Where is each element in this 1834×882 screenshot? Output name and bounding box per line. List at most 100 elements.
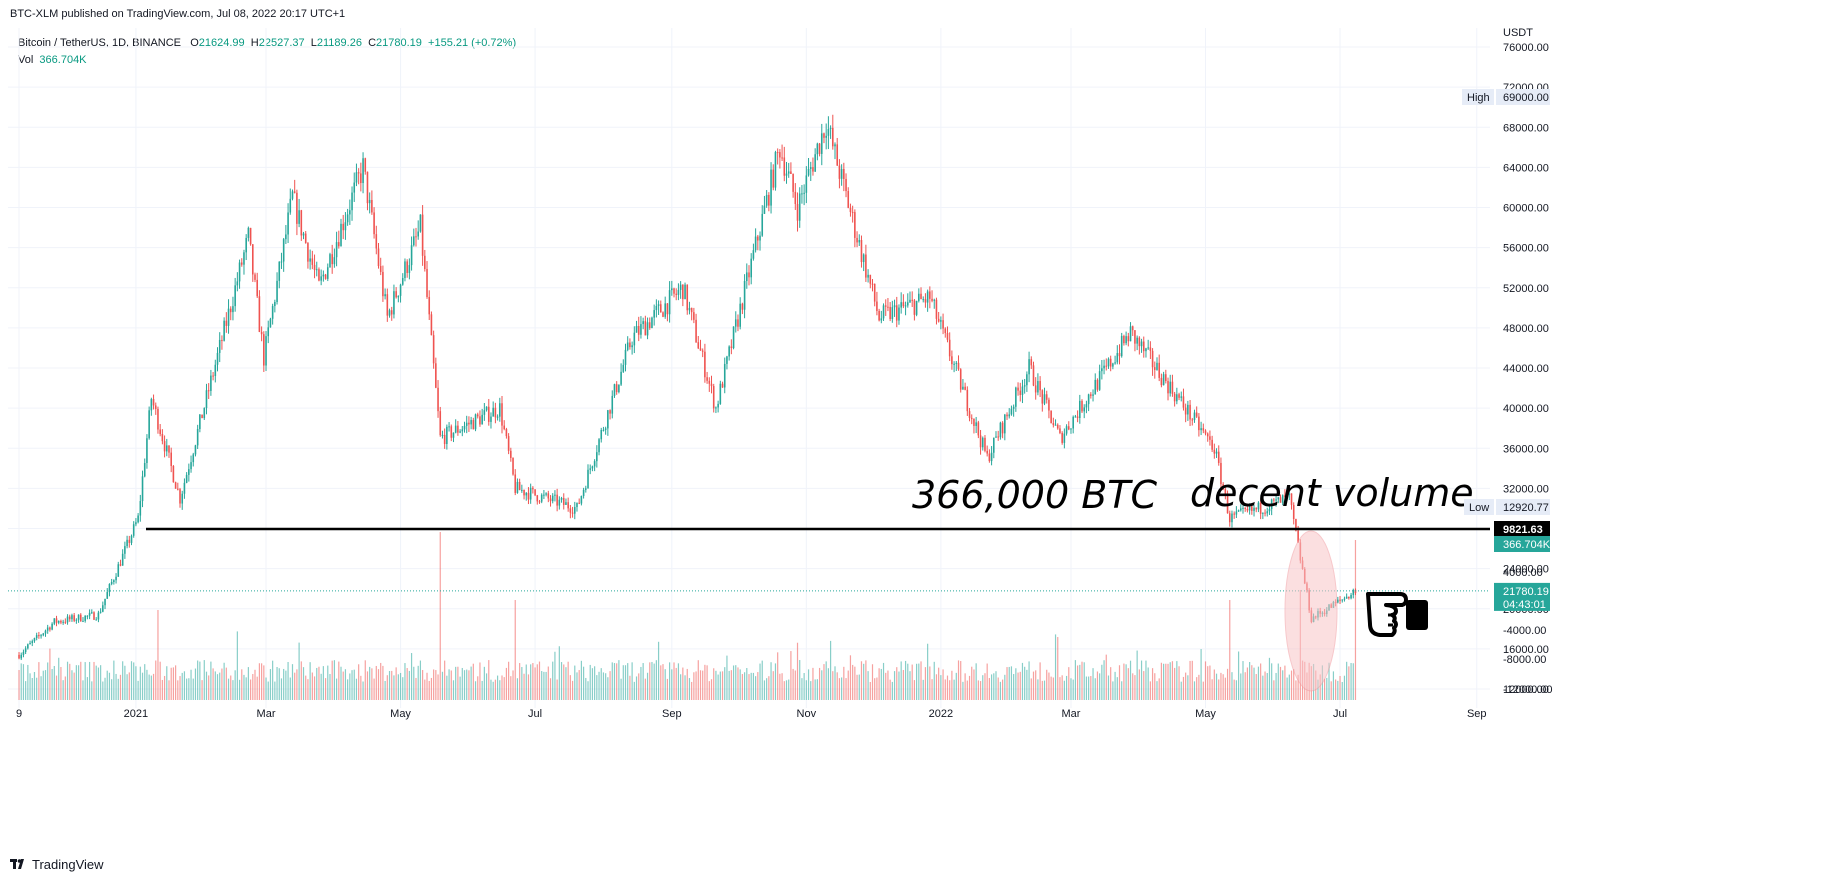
candle-body bbox=[1224, 489, 1227, 494]
volume-bar bbox=[927, 643, 929, 700]
volume-bar bbox=[27, 664, 29, 700]
candle-body bbox=[465, 422, 468, 426]
candle-body bbox=[223, 320, 225, 341]
candle-body bbox=[393, 291, 395, 315]
volume-bar bbox=[1002, 679, 1004, 700]
candle-body bbox=[911, 299, 913, 301]
candle-body bbox=[1189, 404, 1191, 420]
candle-body bbox=[1339, 599, 1341, 601]
volume-bar bbox=[492, 681, 494, 700]
candle-body bbox=[143, 463, 146, 477]
volume-bar bbox=[1182, 676, 1185, 700]
volume-bar bbox=[1035, 670, 1037, 700]
volume-bar bbox=[971, 666, 973, 700]
volume-bar bbox=[382, 665, 384, 700]
volume-bar bbox=[955, 672, 957, 700]
highlight-ellipse[interactable] bbox=[1284, 530, 1338, 692]
volume-bar bbox=[1354, 540, 1357, 700]
candle-body bbox=[673, 288, 675, 294]
candle-body bbox=[576, 502, 578, 508]
candle-body bbox=[267, 327, 270, 337]
annotation-volume-note[interactable]: decent volume bbox=[1190, 471, 1474, 515]
candle-body bbox=[631, 345, 633, 348]
volume-bar bbox=[827, 668, 829, 700]
candle-body bbox=[293, 191, 296, 193]
volume-bar bbox=[64, 676, 66, 700]
candle-body bbox=[730, 346, 733, 349]
candle-body bbox=[1017, 387, 1019, 391]
candle-body bbox=[549, 498, 552, 502]
candle-body bbox=[415, 236, 417, 238]
candle-body bbox=[1090, 394, 1092, 396]
candle-body bbox=[128, 539, 131, 543]
candle-body bbox=[1085, 404, 1088, 408]
candle-body bbox=[787, 171, 790, 174]
pointing-hand-icon[interactable] bbox=[1366, 592, 1428, 637]
candle-body bbox=[516, 481, 519, 493]
candle-body bbox=[926, 291, 929, 303]
candle-body bbox=[382, 271, 384, 297]
volume-bar bbox=[1118, 665, 1121, 700]
candle-body bbox=[1103, 365, 1105, 369]
tradingview-logo[interactable]: TradingView bbox=[10, 857, 104, 872]
volume-bar bbox=[693, 672, 695, 700]
volume-bar bbox=[1039, 662, 1041, 700]
volume-bar bbox=[203, 660, 205, 700]
candle-body bbox=[591, 466, 594, 469]
volume-bar bbox=[825, 661, 827, 700]
high-label: H bbox=[250, 37, 259, 49]
candle-body bbox=[278, 261, 281, 281]
volume-bar bbox=[31, 678, 33, 700]
candle-body bbox=[457, 425, 459, 433]
candle-body bbox=[351, 192, 353, 211]
candle-body bbox=[225, 320, 228, 326]
candle-body bbox=[192, 454, 195, 463]
volume-bar bbox=[699, 670, 702, 700]
volume-label[interactable]: Vol bbox=[18, 54, 34, 66]
volume-bar bbox=[611, 662, 613, 700]
chart-area[interactable]: 366,000 BTC decent volumeUSDT76000.007200… bbox=[0, 28, 1834, 850]
last-price-tag bbox=[1494, 582, 1550, 611]
change-value: +155.21 (+0.72%) bbox=[428, 37, 517, 49]
volume-bar bbox=[311, 672, 313, 700]
candle-body bbox=[1162, 374, 1165, 386]
volume-bar bbox=[960, 661, 962, 700]
candle-body bbox=[715, 407, 717, 409]
candle-body bbox=[547, 493, 550, 499]
volume-bar bbox=[117, 678, 119, 700]
volume-bar bbox=[792, 668, 794, 700]
volume-bar bbox=[470, 666, 472, 700]
candle-body bbox=[845, 178, 847, 192]
volume-bar bbox=[135, 666, 137, 700]
volume-bar bbox=[849, 655, 852, 700]
candle-body bbox=[181, 493, 184, 504]
volume-bar bbox=[1127, 668, 1129, 700]
candle-body bbox=[1045, 394, 1048, 400]
volume-bar bbox=[1046, 669, 1048, 700]
volume-bar bbox=[576, 672, 578, 700]
volume-bar bbox=[779, 673, 781, 700]
candle-body bbox=[1019, 390, 1022, 395]
symbol-name[interactable]: Bitcoin / TetherUS, 1D, BINANCE bbox=[18, 37, 182, 49]
volume-bar bbox=[1092, 668, 1094, 700]
volume-bar bbox=[571, 680, 574, 700]
volume-bar bbox=[358, 664, 360, 700]
volume-bar bbox=[627, 663, 629, 700]
candle-body bbox=[1083, 407, 1086, 412]
candle-body bbox=[245, 237, 247, 253]
annotation-btc-amount[interactable]: 366,000 BTC bbox=[912, 473, 1158, 517]
candle-body bbox=[615, 384, 618, 393]
candle-body bbox=[981, 437, 984, 448]
volume-bar bbox=[900, 661, 902, 700]
candle-body bbox=[60, 620, 62, 623]
volume-bar bbox=[1145, 660, 1147, 700]
candle-body bbox=[1021, 386, 1024, 395]
candle-body bbox=[1131, 326, 1134, 331]
volume-bar bbox=[534, 667, 536, 700]
candle-body bbox=[104, 598, 106, 606]
candle-body bbox=[816, 143, 819, 155]
candle-body bbox=[404, 261, 406, 279]
volume-bar bbox=[975, 663, 977, 700]
volume-bar bbox=[377, 669, 380, 700]
candle-body bbox=[657, 304, 660, 306]
